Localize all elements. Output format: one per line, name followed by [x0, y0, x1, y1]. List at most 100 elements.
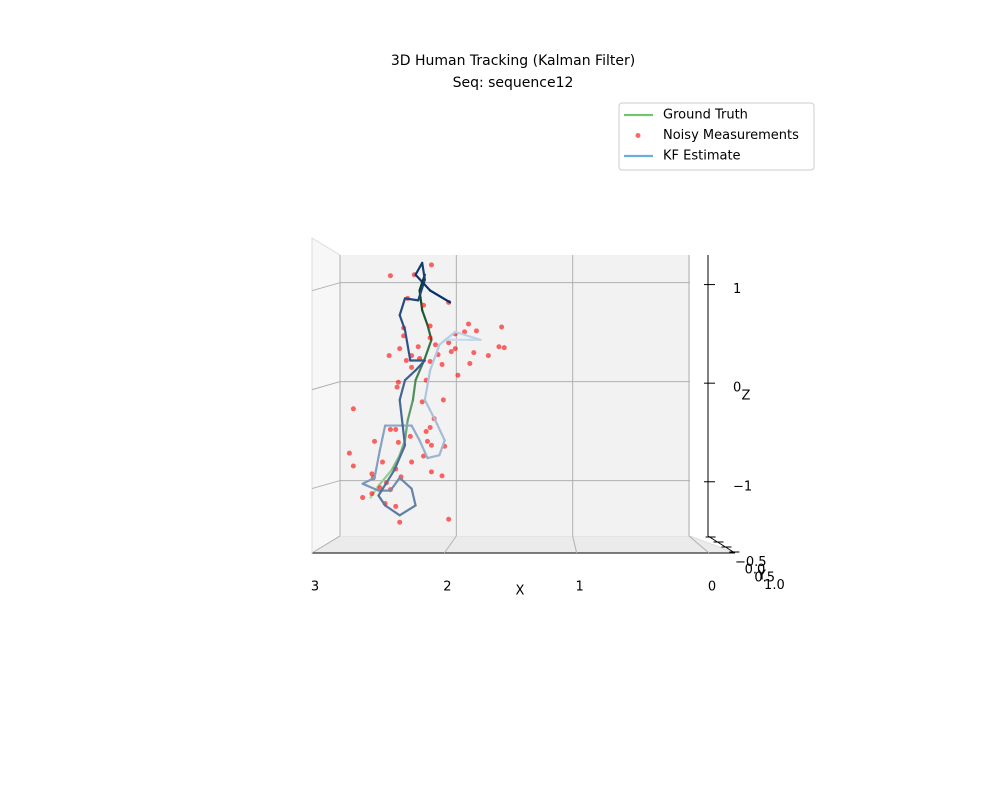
- trajectory-segment: [398, 398, 407, 447]
- trajectory-segment: [434, 419, 446, 442]
- trajectory-segment: [403, 328, 412, 362]
- legend-label: KF Estimate: [663, 149, 741, 164]
- measurement-point: [496, 344, 502, 350]
- measurement-point: [387, 427, 393, 433]
- measurement-point: [407, 433, 413, 439]
- measurement-point: [439, 473, 445, 479]
- x-axis-label: X: [516, 584, 525, 599]
- y-tick-label: 1.0: [764, 578, 785, 593]
- trajectory-segment: [414, 261, 424, 276]
- x-tick-label: 0: [708, 580, 716, 595]
- trajectory-segment: [421, 261, 426, 281]
- measurement-point: [369, 491, 375, 497]
- measurement-point: [350, 406, 356, 412]
- back-pane: [340, 255, 690, 536]
- measurement-point: [360, 495, 366, 501]
- x-tick-label: 2: [443, 580, 451, 595]
- chart-title: 3D Human Tracking (Kalman Filter): [391, 53, 635, 69]
- legend: [618, 102, 815, 171]
- trajectory-segment: [390, 454, 401, 472]
- measurement-point: [427, 335, 433, 341]
- z-tick-label: −1: [733, 479, 752, 494]
- trajectory-segment: [410, 424, 421, 442]
- measurement-point: [423, 428, 429, 434]
- trajectory-segment: [398, 504, 417, 517]
- measurement-point: [466, 321, 472, 327]
- trajectory-segment: [398, 379, 407, 402]
- measurement-point: [428, 262, 434, 268]
- legend-label: Noisy Measurements: [663, 128, 799, 143]
- measurement-point: [415, 344, 421, 350]
- measurement-point: [393, 427, 399, 433]
- measurement-point: [395, 439, 401, 445]
- side-pane: [311, 237, 341, 554]
- measurement-point: [397, 346, 403, 352]
- grid-line: [688, 535, 710, 554]
- grid-line: [311, 381, 341, 391]
- measurement-point: [419, 399, 425, 405]
- measurement-point: [386, 353, 392, 359]
- trajectory-segment: [403, 297, 420, 302]
- measurement-point: [501, 345, 507, 351]
- measurement-point: [446, 516, 452, 522]
- measurement-point: [467, 360, 473, 366]
- trajectory-segment: [361, 476, 376, 485]
- measurement-point: [455, 372, 461, 378]
- legend-label: Ground Truth: [663, 108, 748, 123]
- measurement-point: [421, 302, 427, 308]
- y-axis-label: Y: [757, 569, 766, 584]
- measurement-point: [394, 384, 400, 390]
- trajectory-segment: [377, 468, 393, 487]
- measurement-point: [372, 438, 378, 444]
- measurement-point: [395, 379, 401, 385]
- measurement-point: [471, 350, 477, 356]
- trajectory-segment: [389, 476, 401, 492]
- trajectory-segment: [384, 504, 401, 517]
- measurement-point: [446, 340, 452, 346]
- trajectory-segment: [403, 419, 409, 442]
- trajectory-segment: [418, 439, 429, 460]
- measurement-point: [393, 503, 399, 509]
- measurement-point: [369, 471, 375, 477]
- trajectory-segment: [406, 398, 415, 422]
- measurement-point: [440, 397, 446, 403]
- trajectory-segment: [429, 289, 452, 304]
- measurement-point: [387, 273, 393, 279]
- z-tick-label: 1: [733, 282, 741, 297]
- trajectory-segment: [454, 330, 482, 341]
- trajectory-segment: [377, 468, 396, 497]
- trajectory-segment: [411, 379, 417, 402]
- measurement-point: [432, 342, 438, 348]
- y-tick-label: 0.5: [754, 570, 775, 585]
- measurement-point: [428, 442, 434, 448]
- z-axis-label: Z: [742, 389, 751, 404]
- measurement-point: [473, 328, 479, 334]
- trajectory-segment: [426, 454, 441, 460]
- legend-marker: [635, 133, 641, 138]
- measurement-point: [350, 463, 356, 469]
- measurement-point: [427, 323, 433, 329]
- grid-line: [443, 535, 457, 554]
- measurement-point: [377, 485, 383, 491]
- trajectory-segment: [398, 476, 413, 490]
- trajectory-segment: [423, 338, 433, 360]
- grid-line: [311, 480, 341, 490]
- trajectory-segment: [398, 297, 407, 317]
- measurement-point: [439, 361, 445, 367]
- x-tick-label: 3: [311, 580, 319, 595]
- measurement-point: [346, 450, 352, 456]
- trajectory-segment: [421, 309, 429, 327]
- trajectory-segment: [373, 449, 381, 479]
- measurement-point: [424, 438, 430, 444]
- measurement-point: [427, 358, 433, 364]
- chart-subtitle: Seq: sequence12: [453, 75, 574, 91]
- grid-line: [572, 535, 578, 554]
- measurement-point: [379, 459, 385, 465]
- trajectory-segment: [414, 359, 426, 372]
- floor-pane: [310, 535, 736, 554]
- measurement-point: [403, 357, 409, 363]
- measurement-point: [448, 349, 454, 355]
- y-tick-label: −0.5: [735, 555, 767, 570]
- trajectory-segment: [361, 482, 380, 492]
- trajectory-segment: [438, 439, 446, 457]
